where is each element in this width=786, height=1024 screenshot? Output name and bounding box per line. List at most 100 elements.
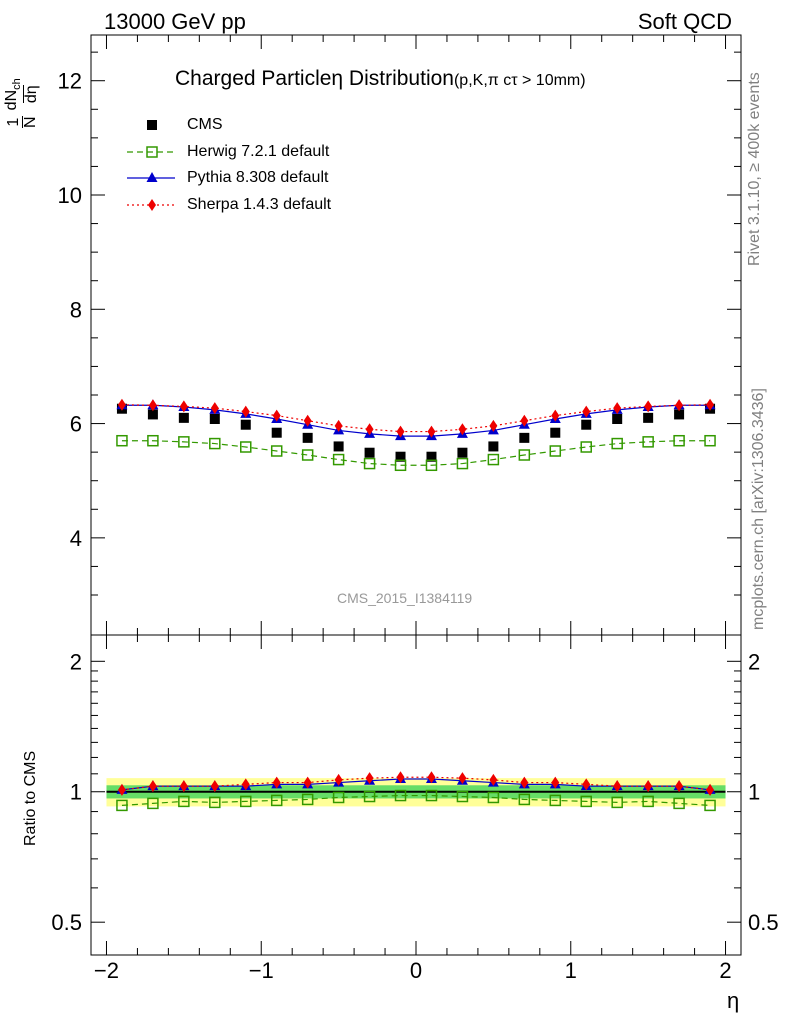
data-point-sherpa <box>613 402 622 415</box>
data-point-herwig <box>363 457 376 470</box>
legend-swatch <box>147 120 157 131</box>
header-left: 13000 GeV pp <box>104 9 246 34</box>
data-point-sherpa <box>117 398 126 411</box>
data-point-sherpa <box>520 414 529 427</box>
data-point-sherpa <box>396 425 405 438</box>
x-tick-label: 2 <box>719 958 731 983</box>
ratio-point-sherpa <box>675 780 684 793</box>
ratio-y-tick-label-right: 2 <box>748 649 760 674</box>
legend-label: CMS <box>187 116 223 134</box>
legend-label: Sherpa 1.4.3 default <box>187 195 332 213</box>
ratio-point-herwig <box>394 789 407 802</box>
ratio-y-tick-label-right: 0.5 <box>748 910 779 935</box>
data-point-sherpa <box>675 399 684 412</box>
ratio-point-sherpa <box>644 780 653 793</box>
data-point-cms <box>364 447 375 458</box>
legend-marker <box>147 120 157 131</box>
ratio-point-sherpa <box>117 783 126 796</box>
y-tick-label: 4 <box>70 526 82 551</box>
data-point-cms <box>302 432 313 443</box>
ratio-point-herwig <box>209 796 221 809</box>
data-point-cms <box>178 412 189 423</box>
data-point-herwig <box>147 434 159 447</box>
ratio-point-herwig <box>240 795 252 808</box>
y-tick-label: 6 <box>70 412 82 437</box>
title-suffix: (p,K,π cτ > 10mm) <box>453 72 586 89</box>
data-point-cms <box>271 427 282 438</box>
data-point-sherpa <box>334 419 343 432</box>
ratio-y-tick-label-right: 1 <box>748 780 760 805</box>
ratio-point-sherpa <box>458 772 467 785</box>
data-point-cms <box>581 419 592 430</box>
data-point-herwig <box>580 441 592 453</box>
data-point-sherpa <box>551 409 560 422</box>
data-point-herwig <box>301 449 314 461</box>
data-point-cms <box>209 414 220 424</box>
data-point-sherpa <box>272 409 281 422</box>
data-point-sherpa <box>458 423 467 436</box>
ratio-point-sherpa <box>706 783 715 796</box>
data-point-herwig <box>270 445 283 457</box>
data-point-herwig <box>642 436 654 448</box>
series-line-sherpa <box>121 404 711 433</box>
mcplots-label: mcplots.cern.ch [arXiv:1306.3436] <box>750 388 767 630</box>
data-point-sherpa <box>179 400 188 413</box>
legend-label: Pythia 8.308 default <box>187 169 329 187</box>
ratio-point-sherpa <box>334 773 343 786</box>
data-point-cms <box>395 451 406 462</box>
x-tick-label: 0 <box>410 958 422 983</box>
legend-marker <box>148 198 156 211</box>
data-point-cms <box>488 441 499 452</box>
data-point-herwig <box>611 437 623 450</box>
ratio-point-sherpa <box>396 771 405 784</box>
data-point-sherpa <box>644 400 653 413</box>
data-point-herwig <box>456 457 469 470</box>
data-point-cms <box>147 409 158 420</box>
ratio-point-herwig <box>704 799 716 812</box>
ratio-y-tick-label: 1 <box>70 780 82 805</box>
x-tick-label: −1 <box>249 958 274 983</box>
ratio-point-herwig <box>116 799 128 812</box>
header-right: Soft QCD <box>637 9 732 34</box>
ratio-point-herwig <box>363 790 376 803</box>
ratio-point-sherpa <box>210 780 219 793</box>
data-point-herwig <box>487 453 500 466</box>
ratio-point-herwig <box>580 795 592 808</box>
data-point-herwig <box>394 459 407 472</box>
data-point-herwig <box>425 459 438 472</box>
ratio-point-herwig <box>673 797 685 810</box>
ratio-point-sherpa <box>148 780 157 793</box>
data-point-sherpa <box>489 419 498 432</box>
x-axis-label: η <box>727 988 740 1013</box>
y-tick-label: 10 <box>58 183 82 208</box>
ratio-point-sherpa <box>272 776 281 789</box>
legend-label: Herwig 7.2.1 default <box>187 142 330 160</box>
ratio-point-herwig <box>147 797 159 810</box>
ratio-point-herwig <box>456 790 469 803</box>
legend: CMS Herwig 7.2.1 default Pythia 8.308 defa… <box>125 112 331 218</box>
legend-swatch <box>127 172 175 183</box>
ratio-point-sherpa <box>551 776 560 789</box>
data-point-herwig <box>518 449 531 461</box>
data-point-cms <box>333 441 344 452</box>
data-point-herwig <box>240 441 252 453</box>
data-point-herwig <box>332 453 345 466</box>
ratio-point-sherpa <box>179 780 188 793</box>
data-point-sherpa <box>303 414 312 427</box>
data-point-cms <box>674 409 685 420</box>
ratio-point-herwig <box>611 796 623 809</box>
legend-swatch <box>127 198 175 211</box>
ratio-point-herwig <box>549 794 562 807</box>
data-point-cms <box>519 432 530 443</box>
legend-item-sherpa: Sherpa 1.4.3 default <box>125 192 331 219</box>
legend-swatch <box>127 146 175 158</box>
data-point-cms <box>426 451 437 462</box>
ratio-point-sherpa <box>241 778 250 791</box>
ratio-point-herwig <box>425 789 438 802</box>
data-point-sherpa <box>241 405 250 418</box>
ratio-point-herwig <box>270 794 283 807</box>
series-line-pythia <box>121 404 711 437</box>
ratio-point-sherpa <box>365 772 374 785</box>
x-tick-label: −2 <box>94 958 119 983</box>
